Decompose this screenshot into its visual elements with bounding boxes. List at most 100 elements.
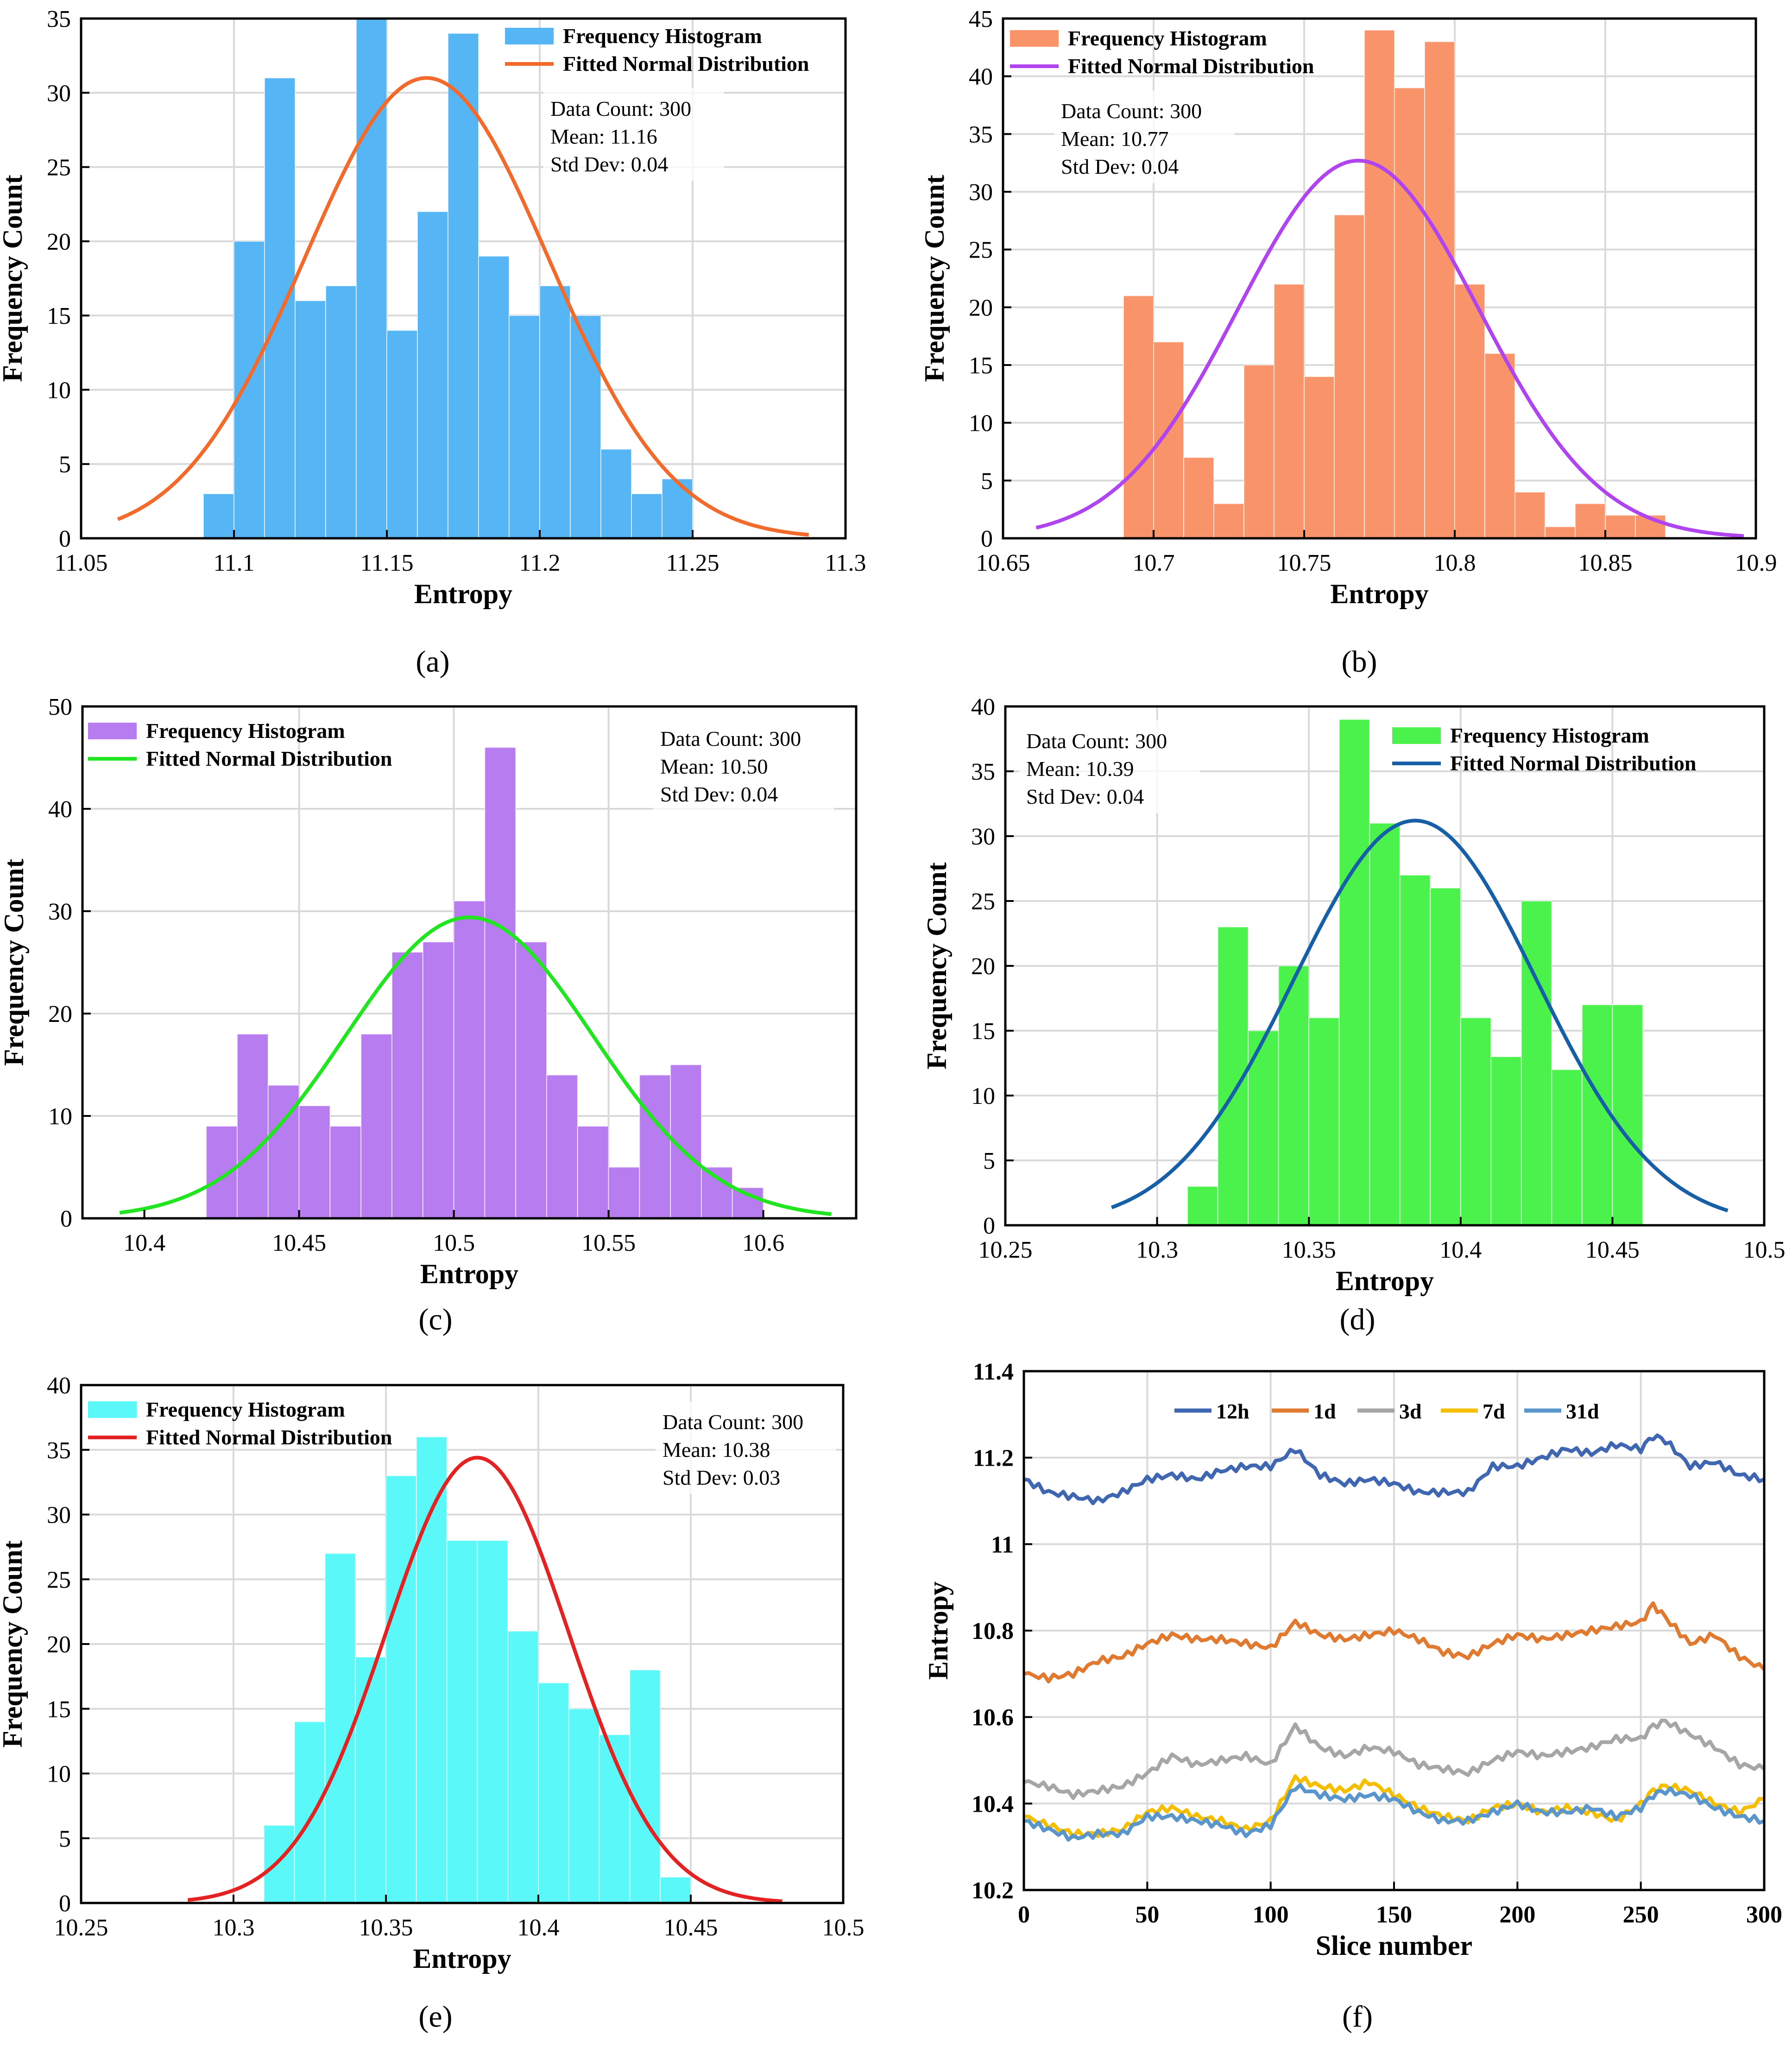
histogram-bar — [507, 1631, 539, 1904]
x-tick-label: 11.15 — [360, 550, 413, 576]
histogram-bar — [701, 1166, 733, 1219]
histogram-bar — [631, 493, 663, 539]
histogram-bar — [355, 1656, 387, 1903]
plot-frame — [80, 17, 847, 540]
histogram-bar — [1334, 214, 1365, 539]
histogram-bar — [1187, 1186, 1218, 1226]
x-tick-label: 10.3 — [1136, 1237, 1178, 1263]
stats-box — [543, 88, 724, 181]
histogram-bar — [1460, 1017, 1492, 1226]
stats-line: Data Count: 300 — [663, 1410, 803, 1434]
y-tick-label: 20 — [47, 1632, 71, 1658]
histogram-bar — [1545, 526, 1576, 539]
legend-label-7d: 7d — [1483, 1399, 1505, 1423]
y-tick-label: 20 — [969, 295, 993, 321]
x-tick-label: 10.5 — [822, 1915, 864, 1941]
histogram-bar — [1338, 719, 1370, 1226]
panel-f: 12h 1d 3d 7d 31d 0 50 100 150 200 250 300 10.2 10.4 10… — [923, 1359, 1782, 2034]
y-tick-label: 25 — [969, 237, 993, 264]
histogram-bar — [1364, 29, 1395, 539]
fitted-normal-curve — [1035, 158, 1744, 538]
histogram-bar — [539, 285, 571, 539]
x-tick-label: 0 — [1018, 1902, 1030, 1928]
y-tick-label: 10.2 — [972, 1878, 1014, 1904]
y-tick-label: 10 — [969, 410, 993, 437]
x-tick-label: 10.9 — [1735, 550, 1777, 576]
stats-box — [653, 718, 834, 811]
y-axis-label: Frequency Count — [0, 1540, 28, 1747]
stats-line: Mean: 10.50 — [660, 755, 768, 778]
y-tick-label: 35 — [971, 759, 995, 785]
x-tick-label: 10.25 — [978, 1237, 1033, 1263]
legend-label-31d: 31d — [1566, 1399, 1599, 1423]
histogram-bar — [1248, 1030, 1279, 1226]
histogram-bar — [478, 255, 510, 539]
histogram-bar — [360, 1033, 393, 1219]
histogram-bar — [237, 1033, 269, 1219]
panel-caption: (b) — [1342, 645, 1377, 679]
y-tick-label: 11.2 — [973, 1445, 1014, 1472]
x-axis-label: Entropy — [1336, 1266, 1434, 1296]
stats-line: Std Dev: 0.03 — [663, 1466, 780, 1489]
histogram-bar — [1514, 491, 1546, 539]
x-tick-label: 10.8 — [1434, 550, 1476, 576]
y-axis-label: Frequency Count — [919, 175, 950, 382]
histogram-bar — [1153, 341, 1184, 539]
fitted-normal-curve — [1111, 819, 1729, 1213]
histogram-bar — [1424, 41, 1455, 539]
x-tick-label: 10.25 — [54, 1915, 108, 1941]
histogram-bar — [294, 1721, 326, 1903]
y-tick-label: 0 — [981, 526, 993, 552]
histogram-bar — [639, 1074, 671, 1219]
x-tick-label: 11.1 — [213, 550, 254, 576]
y-tick-label: 40 — [48, 796, 72, 823]
y-tick-label: 15 — [971, 1018, 995, 1045]
y-tick-label: 10 — [47, 377, 71, 403]
legend-fit-label: Fitted Normal Distribution — [1068, 54, 1314, 78]
panel-d: Frequency Histogram Fitted Normal Distrib… — [921, 694, 1786, 1336]
y-tick-label: 35 — [969, 121, 993, 148]
histogram-bar — [1454, 284, 1485, 539]
y-tick-label: 40 — [47, 1373, 71, 1399]
y-axis-label: Entropy — [923, 1581, 953, 1680]
legend-fit-label: Fitted Normal Distribution — [146, 1425, 392, 1449]
legend-hist-swatch — [88, 1401, 137, 1418]
legend-label-1d: 1d — [1313, 1399, 1336, 1423]
x-tick-label: 10.45 — [664, 1915, 718, 1941]
y-tick-label: 50 — [48, 694, 72, 720]
histogram-bar — [1581, 1004, 1613, 1226]
y-tick-label: 0 — [60, 1206, 72, 1232]
histogram-bar — [1399, 875, 1431, 1226]
series-line-31d — [1024, 1783, 1765, 1842]
histogram-bar — [546, 1074, 578, 1219]
histogram-bar — [1183, 457, 1214, 539]
x-tick-label: 10.4 — [1439, 1237, 1482, 1263]
histogram-bar — [264, 77, 296, 539]
stats-line: Mean: 10.39 — [1026, 757, 1134, 781]
legend-hist-label: Frequency Histogram — [146, 719, 345, 743]
histogram-bar — [509, 315, 540, 539]
x-tick-label: 10.5 — [433, 1230, 475, 1256]
x-tick-label: 150 — [1376, 1902, 1412, 1928]
y-tick-label: 5 — [983, 1148, 995, 1174]
y-tick-label: 20 — [48, 1001, 72, 1027]
x-tick-label: 10.75 — [1277, 550, 1331, 576]
y-tick-label: 0 — [59, 526, 71, 552]
stats-line: Std Dev: 0.04 — [1061, 155, 1179, 178]
y-tick-label: 40 — [969, 64, 993, 90]
histogram-bar — [629, 1669, 661, 1903]
stats-line: Data Count: 300 — [550, 97, 691, 120]
legend-fit-label: Fitted Normal Distribution — [146, 747, 392, 770]
plot-frame — [81, 705, 858, 1220]
x-tick-label: 100 — [1253, 1902, 1289, 1928]
panel-caption: (c) — [418, 1303, 452, 1336]
histogram-bar — [329, 1126, 362, 1219]
histogram-bar — [1551, 1069, 1583, 1226]
x-tick-label: 11.3 — [825, 550, 866, 576]
histogram-bar — [385, 1475, 417, 1903]
y-tick-label: 30 — [47, 80, 71, 107]
x-tick-label: 200 — [1499, 1902, 1535, 1928]
histogram-bar — [1243, 365, 1275, 539]
histogram-bar — [1213, 503, 1244, 539]
